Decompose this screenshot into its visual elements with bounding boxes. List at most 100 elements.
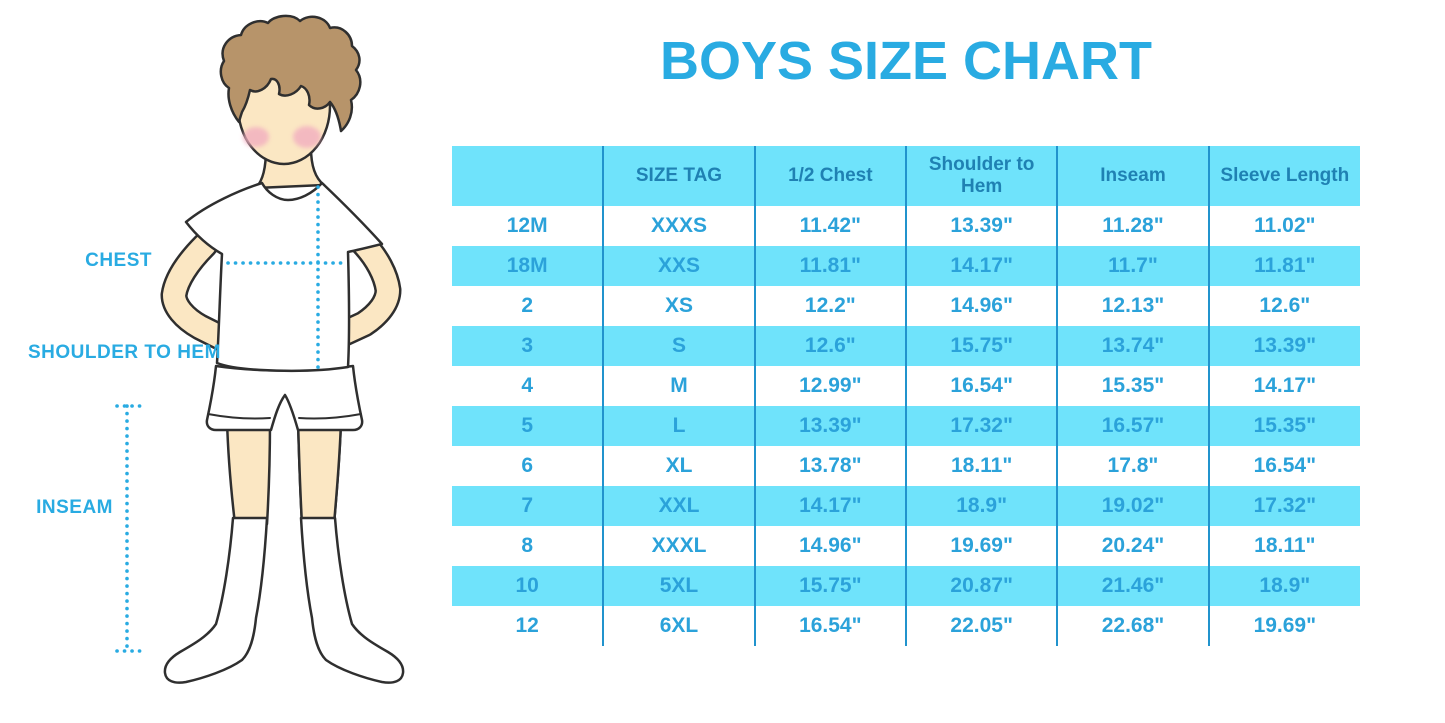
value-cell: XXXL (602, 526, 755, 566)
value-cell: 11.81" (1207, 246, 1360, 286)
value-cell: 15.75" (753, 566, 906, 606)
value-cell: 18.11" (904, 446, 1058, 486)
value-cell: 12.2" (753, 286, 906, 326)
value-cell: 18.9" (904, 486, 1058, 526)
page-title: BOYS SIZE CHART (659, 31, 1153, 91)
value-cell: 17.32" (904, 406, 1058, 446)
size-cell: 8 (521, 534, 533, 557)
left-sock (163, 516, 269, 684)
value-cell: 13.39" (753, 406, 906, 446)
size-cell: 7 (521, 494, 533, 517)
value-cell: 12.6" (753, 326, 906, 366)
column-header: Shoulder to Hem (904, 146, 1058, 206)
value-cell: 20.24" (1056, 526, 1209, 566)
size-cell: 3 (521, 334, 533, 357)
value-cell: 17.8" (1056, 446, 1209, 486)
right-sock (299, 516, 405, 684)
shoulder-to-hem-label: SHOULDER TO HEM (28, 342, 221, 363)
value-cell: XS (602, 286, 755, 326)
value-cell: 17.32" (1207, 486, 1360, 526)
size-cell: 4 (521, 374, 533, 397)
value-cell: 14.17" (753, 486, 906, 526)
size-cell: 6 (521, 454, 533, 477)
shorts (205, 364, 364, 432)
value-cell: 18.9" (1207, 566, 1360, 606)
table-row: 5 L 13.39" 17.32" 16.57" 15.35" (452, 406, 1360, 446)
value-cell: 11.28" (1056, 206, 1209, 246)
value-cell: 22.68" (1056, 606, 1209, 646)
column-header: SIZE TAG (602, 146, 755, 206)
value-cell: 22.05" (904, 606, 1058, 646)
table-row: 12 6XL 16.54" 22.05" 22.68" 19.69" (452, 606, 1360, 646)
cheeks (243, 126, 321, 148)
table-row: 12M XXXS 11.42" 13.39" 11.28" 11.02" (452, 206, 1360, 246)
chest-label: CHEST (85, 250, 152, 271)
left-leg (225, 418, 272, 526)
value-cell: S (602, 326, 755, 366)
table-row: 2 XS 12.2" 14.96" 12.13" 12.6" (452, 286, 1360, 326)
value-cell: XXL (602, 486, 755, 526)
size-cell: 5 (521, 414, 533, 437)
value-cell: 13.74" (1056, 326, 1209, 366)
value-cell: 21.46" (1056, 566, 1209, 606)
value-cell: 15.75" (904, 326, 1058, 366)
value-cell: 13.39" (904, 206, 1058, 246)
size-cell: 2 (521, 294, 533, 317)
table-row: 10 5XL 15.75" 20.87" 21.46" 18.9" (452, 566, 1360, 606)
value-cell: 19.02" (1056, 486, 1209, 526)
table-row: 3 S 12.6" 15.75" 13.74" 13.39" (452, 326, 1360, 366)
table-header-row: SIZE TAG 1/2 Chest Shoulder to Hem Inseam Sl… (452, 146, 1360, 206)
value-cell: 15.35" (1207, 406, 1360, 446)
value-cell: XXXS (602, 206, 755, 246)
left-arm (163, 234, 237, 351)
value-cell: 16.54" (904, 366, 1058, 406)
right-cheek (293, 126, 321, 148)
right-arm (327, 232, 399, 347)
column-header: 1/2 Chest (753, 146, 906, 206)
size-chart-table: SIZE TAG 1/2 Chest Shoulder to Hem Inseam Sl… (452, 146, 1360, 646)
arms (160, 229, 402, 354)
table-body: 12M XXXS 11.42" 13.39" 11.28" 11.02" 18M XXS 11.… (452, 206, 1360, 646)
value-cell: 12.6" (1207, 286, 1360, 326)
table-row: 4 M 12.99" 16.54" 15.35" 14.17" (452, 366, 1360, 406)
table-row: 8 XXXL 14.96" 19.69" 20.24" 18.11" (452, 526, 1360, 566)
size-cell: 12M (506, 214, 548, 237)
left-shorts-cuff-line (207, 413, 271, 420)
value-cell: 15.35" (1056, 366, 1209, 406)
size-cell: 18M (506, 254, 548, 277)
right-shorts-cuff-line (298, 413, 362, 420)
value-cell: 12.13" (1056, 286, 1209, 326)
value-cell: 14.96" (753, 526, 906, 566)
table-header: SIZE TAG 1/2 Chest Shoulder to Hem Inseam Sl… (452, 146, 1360, 206)
value-cell: 14.17" (1207, 366, 1360, 406)
value-cell: 14.17" (904, 246, 1058, 286)
value-cell: 11.02" (1207, 206, 1360, 246)
value-cell: XL (602, 446, 755, 486)
right-leg-fill (296, 418, 343, 526)
inseam-label: INSEAM (36, 497, 113, 518)
table-row: 6 XL 13.78" 18.11" 17.8" 16.54" (452, 446, 1360, 486)
value-cell: XXS (602, 246, 755, 286)
value-cell: 12.99" (753, 366, 906, 406)
table-row: 7 XXL 14.17" 18.9" 19.02" 17.32" (452, 486, 1360, 526)
value-cell: M (602, 366, 755, 406)
value-cell: 11.81" (753, 246, 906, 286)
value-cell: L (602, 406, 755, 446)
column-header (452, 146, 604, 206)
value-cell: 11.42" (753, 206, 906, 246)
value-cell: 16.54" (753, 606, 906, 646)
table-row: 18M XXS 11.81" 14.17" 11.7" 11.81" (452, 246, 1360, 286)
column-header: Sleeve Length (1207, 146, 1360, 206)
value-cell: 20.87" (904, 566, 1058, 606)
hair (219, 14, 362, 133)
value-cell: 19.69" (904, 526, 1058, 566)
value-cell: 11.7" (1056, 246, 1209, 286)
value-cell: 19.69" (1207, 606, 1360, 646)
column-header: Inseam (1056, 146, 1209, 206)
value-cell: 13.78" (753, 446, 906, 486)
value-cell: 6XL (602, 606, 755, 646)
left-cheek (243, 127, 269, 147)
size-cell: 12 (515, 614, 539, 637)
value-cell: 16.57" (1056, 406, 1209, 446)
